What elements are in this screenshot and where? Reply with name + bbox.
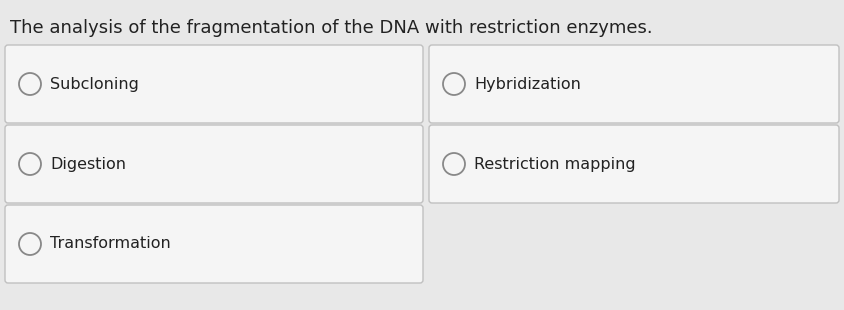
Text: Digestion: Digestion xyxy=(50,157,126,171)
Text: Transformation: Transformation xyxy=(50,237,170,251)
FancyBboxPatch shape xyxy=(429,45,839,123)
FancyBboxPatch shape xyxy=(5,125,423,203)
Ellipse shape xyxy=(19,153,41,175)
Text: Subcloning: Subcloning xyxy=(50,77,139,91)
Ellipse shape xyxy=(19,73,41,95)
FancyBboxPatch shape xyxy=(5,205,423,283)
Text: Hybridization: Hybridization xyxy=(474,77,581,91)
FancyBboxPatch shape xyxy=(429,125,839,203)
Ellipse shape xyxy=(443,153,465,175)
Ellipse shape xyxy=(19,233,41,255)
Text: Restriction mapping: Restriction mapping xyxy=(474,157,636,171)
FancyBboxPatch shape xyxy=(5,45,423,123)
Ellipse shape xyxy=(443,73,465,95)
Text: The analysis of the fragmentation of the DNA with restriction enzymes.: The analysis of the fragmentation of the… xyxy=(10,19,652,37)
